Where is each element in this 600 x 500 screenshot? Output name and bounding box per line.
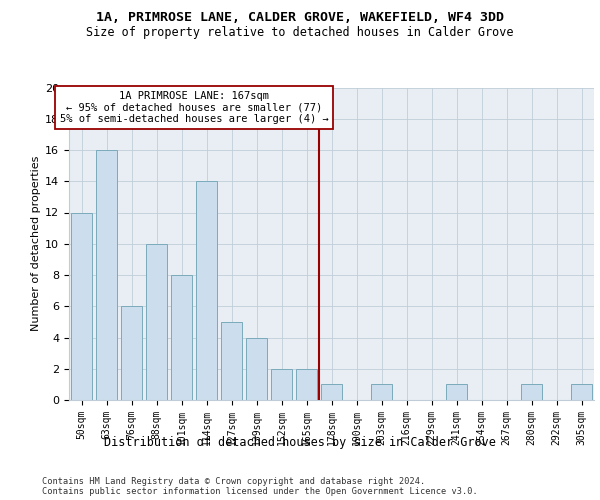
Text: Size of property relative to detached houses in Calder Grove: Size of property relative to detached ho…: [86, 26, 514, 39]
Bar: [446, 384, 467, 400]
Bar: [221, 322, 242, 400]
Text: 1A PRIMROSE LANE: 167sqm
← 95% of detached houses are smaller (77)
5% of semi-de: 1A PRIMROSE LANE: 167sqm ← 95% of detach…: [59, 90, 328, 124]
Bar: [521, 384, 542, 400]
Text: Contains HM Land Registry data © Crown copyright and database right 2024.
Contai: Contains HM Land Registry data © Crown c…: [42, 476, 478, 496]
Bar: [121, 306, 142, 400]
Text: 1A, PRIMROSE LANE, CALDER GROVE, WAKEFIELD, WF4 3DD: 1A, PRIMROSE LANE, CALDER GROVE, WAKEFIE…: [96, 11, 504, 24]
Bar: [271, 369, 292, 400]
Y-axis label: Number of detached properties: Number of detached properties: [31, 156, 41, 332]
Bar: [246, 338, 267, 400]
Bar: [71, 212, 92, 400]
Bar: [96, 150, 117, 400]
Bar: [146, 244, 167, 400]
Bar: [296, 369, 317, 400]
Bar: [171, 275, 192, 400]
Bar: [571, 384, 592, 400]
Bar: [321, 384, 342, 400]
Bar: [371, 384, 392, 400]
Text: Distribution of detached houses by size in Calder Grove: Distribution of detached houses by size …: [104, 436, 496, 449]
Bar: [196, 181, 217, 400]
